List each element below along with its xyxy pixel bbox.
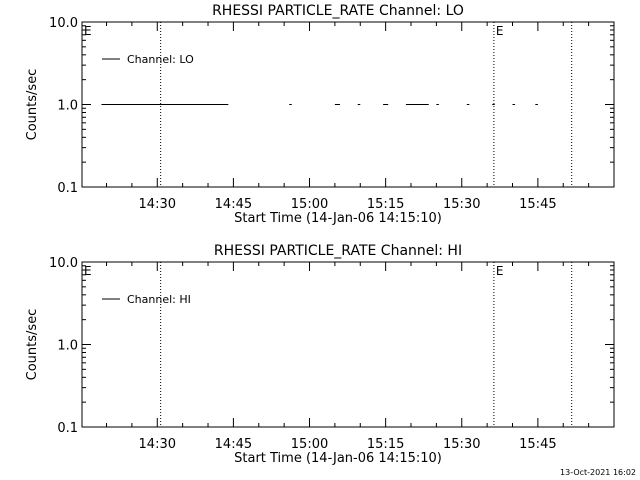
x-tick-label: 15:30 [443, 197, 480, 212]
x-tick-label: 14:45 [215, 197, 252, 212]
flag-label: E [84, 264, 92, 278]
y-tick-label: 10.0 [49, 16, 78, 31]
x-tick-label: 15:45 [519, 197, 556, 212]
x-tick-label: 14:30 [139, 197, 176, 212]
legend-entry: Channel: LO [127, 53, 194, 66]
legend-entry: Channel: HI [127, 293, 191, 306]
chart-panels: RHESSI PARTICLE_RATE Channel: LO 10.0 1.0 0… [25, 3, 615, 466]
y-axis-label: Counts/sec [25, 309, 40, 381]
chart-title: RHESSI PARTICLE_RATE Channel: LO [212, 3, 464, 19]
flag-label: E [496, 24, 504, 38]
footer-timestamp: 13-Oct-2021 16:02 [560, 468, 636, 477]
x-axis-label: Start Time (14-Jan-06 14:15:10) [234, 211, 442, 226]
x-tick-label: 15:00 [291, 197, 328, 212]
x-tick-label: 15:45 [519, 437, 556, 452]
chart-panel-1: RHESSI PARTICLE_RATE Channel: HI 10.0 1.0 0… [25, 243, 615, 466]
x-tick-label: 15:15 [367, 437, 404, 452]
flag-label: E [496, 264, 504, 278]
flag-label: E [84, 24, 92, 38]
chart-title: RHESSI PARTICLE_RATE Channel: HI [214, 243, 462, 259]
y-tick-label: 1.0 [57, 99, 78, 114]
x-tick-label: 14:30 [139, 437, 176, 452]
x-tick-label: 15:00 [291, 437, 328, 452]
y-axis-label: Counts/sec [25, 69, 40, 141]
x-tick-label: 15:30 [443, 437, 480, 452]
plot-frame [81, 261, 615, 428]
y-tick-label: 0.1 [57, 181, 78, 196]
x-axis-label: Start Time (14-Jan-06 14:15:10) [234, 451, 442, 466]
chart-panel-0: RHESSI PARTICLE_RATE Channel: LO 10.0 1.0 0… [25, 3, 615, 226]
y-tick-label: 0.1 [57, 421, 78, 436]
y-tick-label: 10.0 [49, 256, 78, 271]
y-tick-label: 1.0 [57, 339, 78, 354]
x-tick-label: 15:15 [367, 197, 404, 212]
x-tick-label: 14:45 [215, 437, 252, 452]
